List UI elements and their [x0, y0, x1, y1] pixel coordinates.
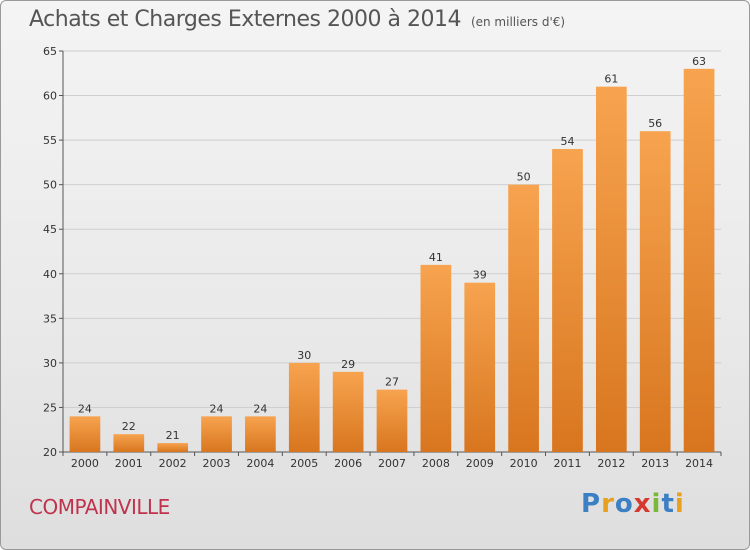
bar	[420, 264, 452, 452]
commune-name: COMPAINVILLE	[29, 495, 170, 519]
y-tick-label: 30	[43, 357, 57, 370]
y-tick-label: 25	[43, 401, 57, 414]
y-tick-label: 45	[43, 223, 57, 236]
x-tick-labels: 2000 2001 2002 2003 2004 2005 2006 2007 2008 2009…	[62, 452, 722, 470]
chart-title: Achats et Charges Externes 2000 à 2014 (e…	[29, 7, 566, 32]
data-label: 22	[122, 420, 136, 433]
data-labels: 24 22 21 24 24 30 29 27 41 39 50 54 61 56 63	[78, 55, 706, 442]
data-label: 56	[648, 117, 662, 130]
bar	[683, 68, 715, 453]
x-tick-label: 2009	[466, 457, 494, 470]
y-tick-label: 40	[43, 268, 57, 281]
data-label: 39	[473, 269, 487, 282]
bar	[595, 86, 627, 453]
bar	[639, 131, 671, 452]
bar	[332, 371, 364, 452]
x-tick-label: 2010	[510, 457, 538, 470]
logo-letter: t	[661, 489, 675, 519]
data-label: 24	[210, 402, 224, 415]
bar	[508, 184, 539, 452]
logo-letter: o	[614, 489, 634, 519]
logo-letter: x	[633, 489, 652, 519]
data-label: 61	[604, 73, 618, 86]
data-label: 27	[385, 376, 399, 389]
logo-letter: P	[581, 489, 602, 519]
y-tick-label: 55	[43, 134, 57, 147]
x-tick-label: 2006	[334, 457, 362, 470]
bar	[245, 416, 276, 452]
logo-letter: i	[651, 489, 662, 519]
bar	[376, 389, 408, 452]
data-label: 63	[692, 55, 706, 68]
data-label: 41	[429, 251, 443, 264]
bar	[69, 416, 101, 452]
x-tick-label: 2002	[159, 457, 187, 470]
x-tick-label: 2005	[290, 457, 318, 470]
bar	[201, 416, 232, 452]
bars	[69, 68, 715, 453]
data-label: 30	[297, 349, 311, 362]
x-tick-label: 2004	[246, 457, 274, 470]
x-tick-label: 2007	[378, 457, 406, 470]
x-tick-label: 2003	[203, 457, 231, 470]
y-tick-labels: 20 25 30 35 40 45 50 55 60 65	[43, 45, 57, 459]
x-tick-label: 2014	[685, 457, 713, 470]
y-tick-label: 60	[43, 90, 57, 103]
y-tick-label: 20	[43, 446, 57, 459]
x-tick-label: 2008	[422, 457, 450, 470]
y-tick-label: 50	[43, 179, 57, 192]
bar	[288, 362, 320, 452]
data-label: 24	[78, 402, 92, 415]
y-tick-label: 65	[43, 45, 57, 58]
chart-subtitle: (en milliers d'€)	[470, 15, 566, 29]
x-tick-label: 2011	[553, 457, 581, 470]
data-label: 29	[341, 358, 355, 371]
bar	[113, 434, 145, 452]
y-tick-label: 35	[43, 312, 57, 325]
bar	[157, 443, 189, 452]
x-tick-label: 2000	[71, 457, 99, 470]
bar	[552, 149, 583, 452]
data-label: 50	[517, 171, 531, 184]
x-tick-label: 2013	[641, 457, 669, 470]
x-tick-label: 2001	[115, 457, 143, 470]
data-label: 24	[253, 402, 267, 415]
logo-letter: i	[674, 489, 685, 519]
x-tick-label: 2012	[597, 457, 625, 470]
data-label: 54	[560, 135, 574, 148]
data-label: 21	[166, 429, 180, 442]
proxiti-logo: Proxiti	[581, 489, 685, 519]
logo-letter: r	[601, 489, 615, 519]
bar	[464, 282, 496, 452]
